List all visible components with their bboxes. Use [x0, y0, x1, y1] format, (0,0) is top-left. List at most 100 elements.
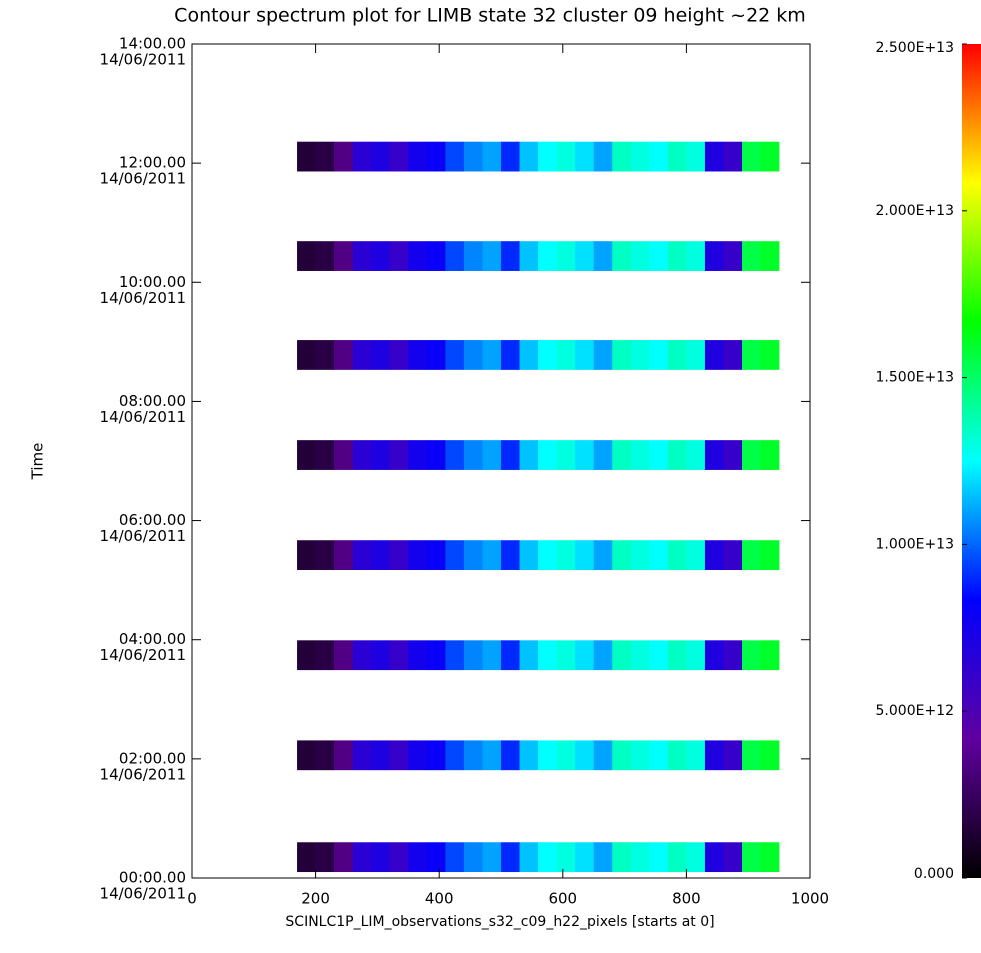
heat-cell — [426, 440, 446, 470]
heat-cell — [426, 740, 446, 771]
heat-cell — [389, 241, 409, 271]
heat-cell — [630, 842, 650, 873]
heat-cell — [575, 440, 594, 470]
heat-cell — [538, 842, 557, 873]
heat-cell — [334, 241, 353, 271]
heat-cell — [315, 440, 335, 470]
heat-cell — [723, 241, 743, 271]
heat-cell — [686, 842, 706, 873]
heat-cell — [482, 241, 502, 271]
heat-cell — [482, 640, 502, 671]
heat-cell — [649, 842, 669, 873]
heat-cell — [575, 241, 594, 271]
y-tick-label: 10:00.00 — [119, 273, 186, 291]
heat-cell — [519, 440, 539, 470]
heat-cell — [463, 640, 483, 671]
heat-cell — [463, 842, 483, 873]
heat-cell — [445, 440, 465, 470]
y-tick-label: 14/06/2011 — [100, 527, 186, 545]
heat-cell — [445, 141, 465, 172]
heat-cell — [297, 440, 316, 470]
heat-cell — [630, 540, 650, 571]
heat-cell — [630, 340, 650, 370]
heat-cell — [501, 740, 520, 771]
y-tick-label: 14/06/2011 — [100, 289, 186, 307]
heat-cell — [389, 440, 409, 470]
heat-cell — [538, 640, 557, 671]
heat-cell — [556, 340, 576, 370]
heat-cell — [686, 540, 706, 571]
heat-cell — [408, 241, 428, 271]
heat-cell — [315, 141, 335, 172]
heat-cell — [315, 241, 335, 271]
heat-cell — [686, 440, 706, 470]
heat-cell — [667, 842, 687, 873]
heat-cell — [445, 241, 465, 271]
heat-cell — [352, 440, 372, 470]
heat-cell — [426, 842, 446, 873]
heat-cell — [482, 141, 502, 172]
heat-cell — [352, 141, 372, 172]
heat-cell — [556, 540, 576, 571]
heat-cell — [742, 640, 761, 671]
heat-cell — [686, 740, 706, 771]
colorbar-tick-label: 1.500E+13 — [876, 370, 954, 386]
heat-cell — [538, 340, 557, 370]
heat-cell — [686, 340, 706, 370]
heat-cell — [426, 241, 446, 271]
heat-cell — [649, 740, 669, 771]
heat-cell — [315, 540, 335, 571]
heat-cell — [760, 842, 780, 873]
heat-cell — [389, 141, 409, 172]
y-tick-label: 14/06/2011 — [100, 885, 186, 903]
heat-cell — [371, 440, 391, 470]
heat-cell — [482, 842, 502, 873]
y-axis-label: Time — [29, 443, 47, 481]
heat-cell — [352, 241, 372, 271]
heat-cell — [723, 640, 743, 671]
chart-title: Contour spectrum plot for LIMB state 32 … — [174, 5, 806, 27]
heat-cell — [519, 340, 539, 370]
heat-cell — [297, 540, 316, 571]
heat-cell — [612, 740, 632, 771]
heat-cell — [742, 440, 761, 470]
heat-cell — [556, 740, 576, 771]
y-tick-label: 06:00.00 — [119, 511, 186, 529]
heat-cell — [408, 141, 428, 172]
y-tick-label: 14/06/2011 — [100, 408, 186, 426]
heat-cell — [593, 842, 613, 873]
colorbar — [962, 44, 981, 878]
heat-cell — [760, 540, 780, 571]
heat-cell — [352, 340, 372, 370]
heat-cell — [612, 540, 632, 571]
heat-cell — [426, 640, 446, 671]
heat-cell — [408, 740, 428, 771]
plot-frame — [191, 43, 811, 879]
heat-cell — [667, 540, 687, 571]
heat-cell — [352, 540, 372, 571]
heat-cell — [723, 340, 743, 370]
heat-cell — [556, 141, 576, 172]
heat-cell — [649, 640, 669, 671]
heat-cell — [575, 540, 594, 571]
heat-cell — [704, 141, 724, 172]
heat-cell — [315, 842, 335, 873]
heat-cell — [760, 141, 780, 172]
heat-cell — [742, 740, 761, 771]
heat-cell — [426, 540, 446, 571]
y-tick-label: 04:00.00 — [119, 630, 186, 648]
heat-cell — [742, 241, 761, 271]
heat-cell — [742, 340, 761, 370]
heat-cell — [315, 340, 335, 370]
heat-cell — [593, 540, 613, 571]
heat-cell — [667, 241, 687, 271]
heat-cell — [593, 640, 613, 671]
heat-cell — [389, 740, 409, 771]
heat-cell — [463, 241, 483, 271]
heat-cell — [723, 141, 743, 172]
heat-cell — [426, 141, 446, 172]
heat-cell — [704, 340, 724, 370]
heat-cell — [612, 141, 632, 172]
heat-cell — [742, 842, 761, 873]
